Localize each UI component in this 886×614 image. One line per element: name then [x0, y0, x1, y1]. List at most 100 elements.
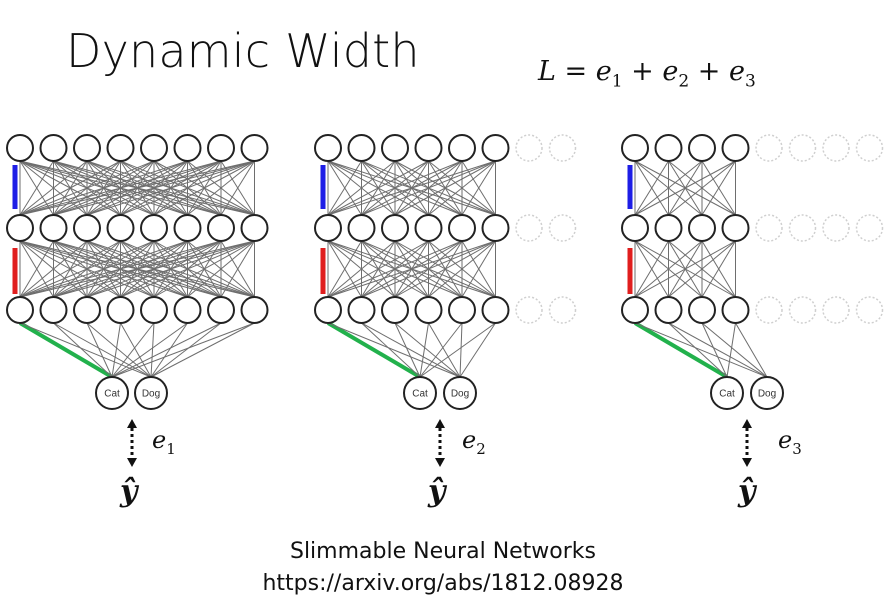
edge — [19, 240, 54, 298]
edge — [327, 160, 429, 216]
output-label-dog: Dog — [451, 389, 469, 400]
output-edge — [111, 322, 155, 378]
neuron-node — [240, 214, 269, 242]
edge — [19, 240, 222, 298]
inactive-neuron-node — [788, 214, 817, 242]
edge — [120, 240, 255, 298]
neuron-node — [621, 134, 649, 162]
edge — [668, 240, 736, 298]
neuron-node — [688, 134, 716, 162]
inactive-neuron-node — [788, 296, 817, 324]
edge — [394, 240, 496, 298]
error-arrow-head-up — [435, 419, 445, 428]
neuron-node — [39, 214, 68, 242]
edge — [327, 240, 496, 298]
neuron-node — [39, 296, 68, 324]
edge — [19, 160, 88, 216]
output-edge — [53, 322, 113, 378]
error-label-3: e3 — [778, 426, 802, 458]
inactive-neuron-node — [548, 134, 577, 162]
neuron-node — [721, 134, 750, 162]
neuron-node — [39, 134, 68, 162]
neuron-node — [381, 214, 409, 242]
neuron-node — [140, 214, 168, 242]
neuron-node — [6, 214, 34, 242]
formula-eq: = — [564, 56, 588, 87]
loss-formula: L = e1 + e2 + e3 — [538, 56, 756, 91]
output-edge — [634, 322, 768, 378]
inactive-neuron-node — [548, 296, 577, 324]
output-edge — [19, 322, 152, 378]
output-yhat-1: ŷ — [120, 474, 138, 509]
inactive-neuron-node — [822, 214, 850, 242]
page-title: Dynamic Width — [66, 24, 420, 78]
neuron-node — [314, 296, 342, 324]
edge — [701, 240, 736, 298]
output-edge — [327, 322, 461, 378]
edge — [187, 160, 255, 216]
output-edge — [459, 322, 496, 378]
edge — [327, 160, 463, 216]
neuron-node — [173, 214, 202, 242]
inactive-neuron-node — [855, 134, 884, 162]
neuron-node — [414, 296, 443, 324]
neuron-node — [73, 134, 101, 162]
neuron-node — [654, 134, 683, 162]
output-edge — [86, 322, 152, 378]
neuron-node — [448, 296, 476, 324]
output-label-dog: Dog — [758, 389, 776, 400]
output-edge — [150, 322, 188, 378]
neuron-node — [240, 296, 269, 324]
output-edge-highlight — [326, 321, 422, 379]
edge — [19, 160, 121, 216]
output-edge-highlight — [18, 321, 114, 379]
output-edge — [459, 322, 463, 378]
edge — [701, 160, 736, 216]
edge — [153, 160, 255, 216]
edge — [86, 160, 255, 216]
output-node-dog — [750, 376, 784, 410]
edge — [327, 240, 429, 298]
edge — [361, 240, 496, 298]
output-node-cat — [95, 376, 129, 410]
neuron-node — [314, 134, 342, 162]
edge — [19, 240, 155, 298]
output-edge — [735, 322, 768, 378]
output-edge — [361, 322, 461, 378]
edge — [461, 160, 496, 216]
error-arrow-head-up — [742, 419, 752, 428]
neuron-node — [347, 134, 376, 162]
edge — [19, 160, 188, 216]
edge — [19, 240, 121, 298]
output-node-dog — [443, 376, 477, 410]
edge — [19, 160, 155, 216]
neuron-node — [721, 214, 750, 242]
caption-paper-url[interactable]: https://arxiv.org/abs/1812.08928 — [262, 571, 624, 596]
edge — [53, 240, 255, 298]
neuron-node — [621, 296, 649, 324]
caption-paper-title: Slimmable Neural Networks — [289, 539, 597, 564]
neuron-node — [448, 134, 476, 162]
formula-lhs: L — [538, 56, 556, 87]
output-edge — [150, 322, 255, 378]
error-arrow-head-up — [127, 419, 137, 428]
edge — [86, 240, 255, 298]
edge — [461, 240, 496, 298]
formula-term-2: e2 — [662, 56, 690, 92]
edge — [187, 240, 255, 298]
output-label-cat: Cat — [104, 389, 120, 400]
edge — [327, 160, 362, 216]
edge — [327, 240, 463, 298]
neuron-node — [481, 134, 510, 162]
inactive-neuron-node — [515, 296, 543, 324]
neuron-node — [414, 134, 443, 162]
output-edge — [394, 322, 461, 378]
output-label-dog: Dog — [142, 389, 160, 400]
neuron-node — [381, 296, 409, 324]
edge — [19, 160, 54, 216]
output-edge — [668, 322, 768, 378]
edge — [53, 160, 255, 216]
output-yhat-3: ŷ — [738, 474, 756, 509]
output-edge — [394, 322, 421, 378]
